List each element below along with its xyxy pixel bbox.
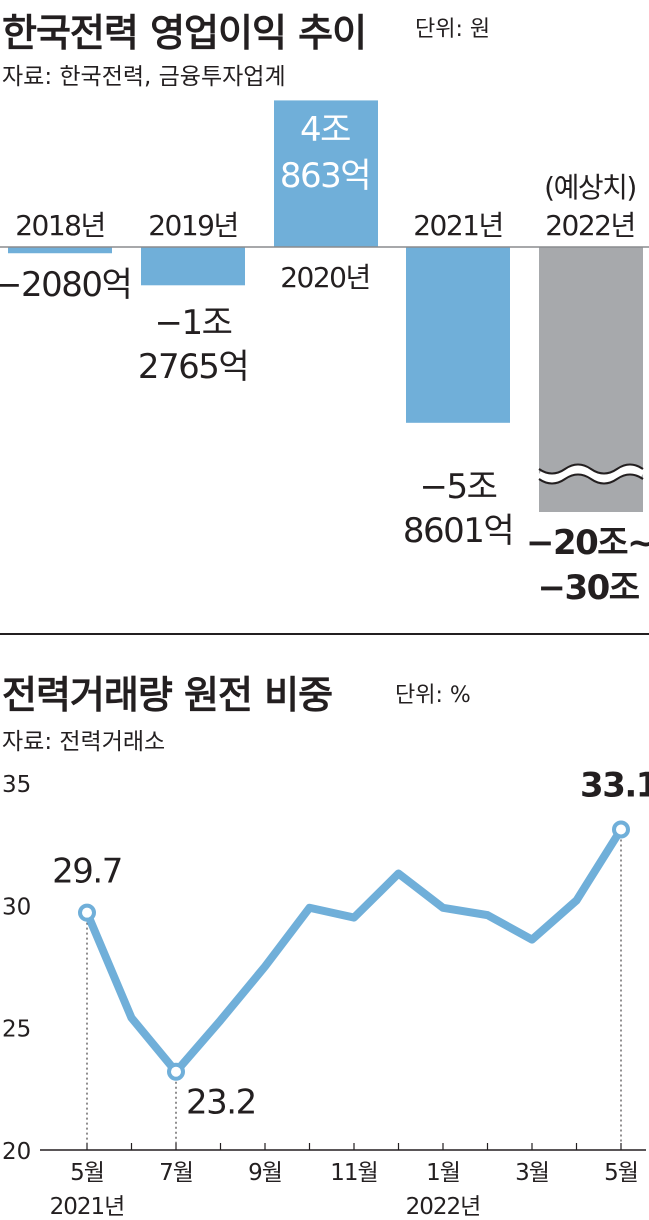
chart2-title: 전력거래량 원전 비중: [2, 673, 333, 717]
bar-value-label: −2080억: [0, 265, 133, 305]
chart1-unit: 단위: 원: [415, 17, 491, 42]
chart2-unit: 단위: %: [395, 683, 471, 708]
bar-value-label: 863억: [279, 156, 372, 196]
x-tick-label: 1월: [426, 1160, 460, 1186]
bar-year-label: 2021년: [413, 209, 504, 242]
bar-value-label: −30조: [537, 568, 640, 608]
forecast-label: (예상치): [544, 171, 637, 204]
data-label: 29.7: [52, 852, 122, 892]
data-point: [131, 1017, 132, 1019]
bar: [406, 247, 510, 423]
data-point: [531, 939, 533, 941]
x-tick-label: 3월: [515, 1160, 549, 1186]
bar-year-label: 2018년: [15, 209, 106, 242]
series-line: [83, 825, 625, 1076]
data-point: [487, 914, 488, 916]
data-point: [264, 966, 266, 967]
data-point: [309, 907, 310, 909]
chart1-title: 한국전력 영업이익 추이: [2, 11, 367, 55]
axis-break: [538, 473, 644, 485]
section-divider: [0, 633, 649, 635]
data-label: 23.2: [186, 1083, 256, 1123]
bar: [141, 247, 245, 286]
y-tick-label: 25: [2, 1017, 31, 1043]
bar-value-label: 2765억: [137, 347, 250, 387]
data-point: [442, 907, 444, 909]
bar: [8, 247, 112, 254]
data-point: [353, 917, 355, 919]
x-tick-label: 7월: [159, 1160, 193, 1186]
axis-break: [538, 463, 644, 475]
year-label: 2021년: [50, 1194, 125, 1220]
bar-value-label: −5조: [419, 467, 498, 507]
x-tick-label: 11월: [330, 1160, 377, 1186]
x-tick-label: 5월: [604, 1160, 638, 1186]
highlight-marker: [78, 903, 96, 922]
highlight-marker: [612, 820, 630, 839]
chart2-source: 자료: 전력거래소: [2, 729, 166, 755]
bar: [274, 100, 378, 247]
bar-value-label: −20조~: [526, 523, 649, 563]
bar-year-label: 2020년: [280, 261, 371, 294]
data-point: [220, 1019, 221, 1021]
bar-value-label: 8601억: [402, 511, 515, 551]
y-tick-label: 30: [2, 894, 31, 920]
bar-year-label: 2019년: [148, 209, 239, 242]
data-point: [576, 899, 577, 901]
bar-year-label: 2022년: [545, 209, 636, 242]
highlight-marker: [167, 1062, 185, 1081]
x-tick-label: 9월: [248, 1160, 282, 1186]
data-point: [398, 873, 399, 875]
axis-break: [536, 465, 646, 483]
year-label: 2022년: [406, 1194, 481, 1220]
chart1-source: 자료: 한국전력, 금융투자업계: [2, 64, 286, 90]
data-label: 33.1: [580, 765, 649, 805]
bar-value-label: −1조: [154, 303, 233, 343]
y-tick-label: 20: [2, 1139, 31, 1165]
x-tick-label: 5월: [70, 1160, 104, 1186]
bar-value-label: 4조: [300, 110, 351, 150]
operating-profit-bar-chart: [0, 100, 649, 512]
y-tick-label: 35: [2, 772, 31, 798]
